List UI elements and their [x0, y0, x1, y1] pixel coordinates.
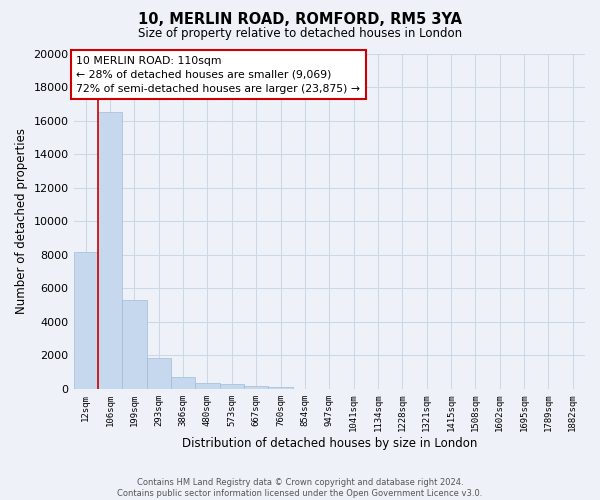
Bar	[244, 386, 268, 389]
Bar	[268, 387, 293, 389]
Bar	[196, 383, 220, 389]
X-axis label: Distribution of detached houses by size in London: Distribution of detached houses by size …	[182, 437, 477, 450]
Text: 10 MERLIN ROAD: 110sqm
← 28% of detached houses are smaller (9,069)
72% of semi-: 10 MERLIN ROAD: 110sqm ← 28% of detached…	[76, 56, 360, 94]
Y-axis label: Number of detached properties: Number of detached properties	[15, 128, 28, 314]
Text: 10, MERLIN ROAD, ROMFORD, RM5 3YA: 10, MERLIN ROAD, ROMFORD, RM5 3YA	[138, 12, 462, 28]
Bar	[98, 112, 122, 389]
Bar	[220, 384, 244, 389]
Text: Size of property relative to detached houses in London: Size of property relative to detached ho…	[138, 28, 462, 40]
Bar	[74, 252, 98, 389]
Bar	[171, 377, 196, 389]
Bar	[146, 358, 171, 389]
Text: Contains HM Land Registry data © Crown copyright and database right 2024.
Contai: Contains HM Land Registry data © Crown c…	[118, 478, 482, 498]
Bar	[122, 300, 146, 389]
